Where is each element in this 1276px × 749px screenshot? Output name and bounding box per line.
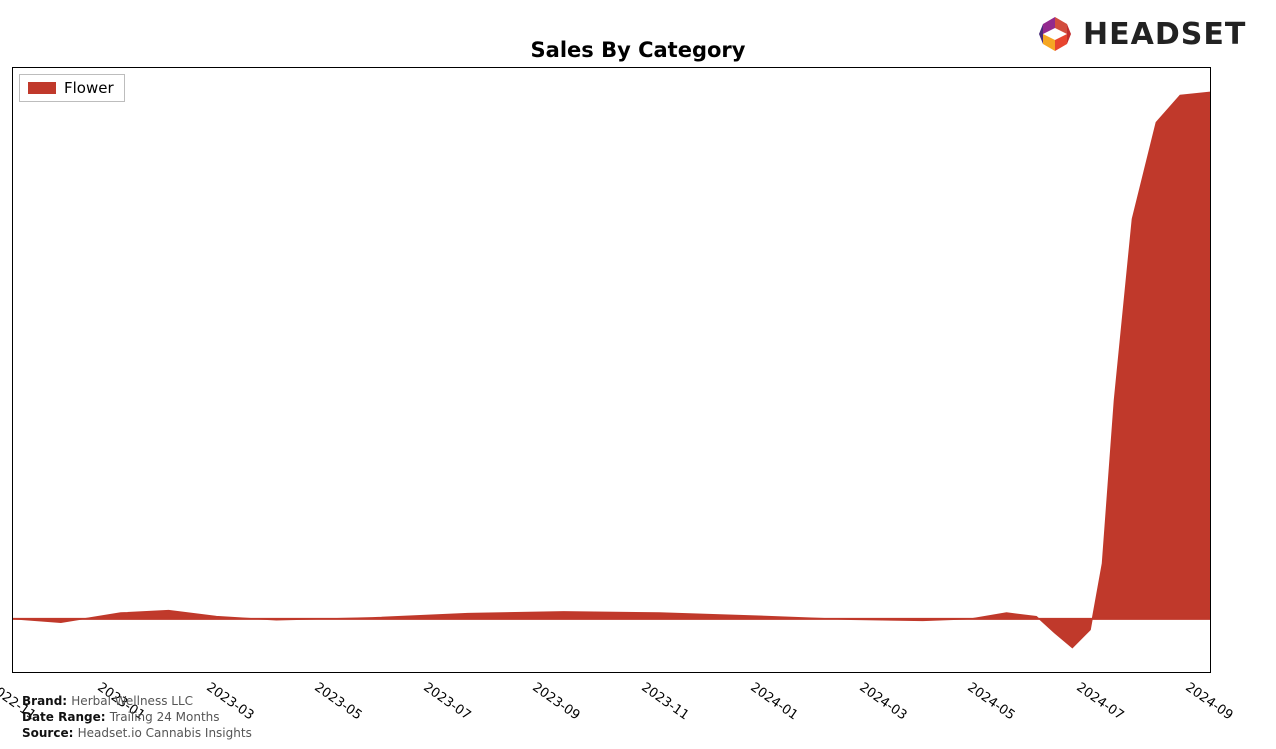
x-tick-label: 2023-07 — [421, 680, 474, 723]
footer-line: Brand: Herbal Wellness LLC — [22, 693, 252, 709]
x-tick-label: 2024-05 — [965, 680, 1018, 723]
footer-line: Date Range: Trailing 24 Months — [22, 709, 252, 725]
legend-label: Flower — [64, 79, 114, 97]
x-tick-label: 2024-03 — [856, 680, 909, 723]
plot-area: Flower — [12, 67, 1211, 673]
x-tick-label: 2023-11 — [638, 680, 691, 723]
footer-value: Headset.io Cannabis Insights — [78, 726, 252, 740]
footer-label: Date Range: — [22, 710, 110, 724]
footer-value: Trailing 24 Months — [110, 710, 220, 724]
x-tick-label: 2023-09 — [529, 680, 582, 723]
x-tick-label: 2024-07 — [1074, 680, 1127, 723]
area-series — [13, 68, 1210, 672]
footer-value: Herbal Wellness LLC — [71, 694, 193, 708]
footer-label: Brand: — [22, 694, 71, 708]
chart-footer: Brand: Herbal Wellness LLCDate Range: Tr… — [22, 693, 252, 742]
legend: Flower — [19, 74, 125, 102]
footer-label: Source: — [22, 726, 78, 740]
x-tick-label: 2024-09 — [1182, 680, 1235, 723]
chart-title: Sales By Category — [0, 38, 1276, 62]
footer-line: Source: Headset.io Cannabis Insights — [22, 725, 252, 741]
x-tick-label: 2024-01 — [747, 680, 800, 723]
x-tick-label: 2023-05 — [312, 680, 365, 723]
legend-swatch — [28, 82, 56, 94]
